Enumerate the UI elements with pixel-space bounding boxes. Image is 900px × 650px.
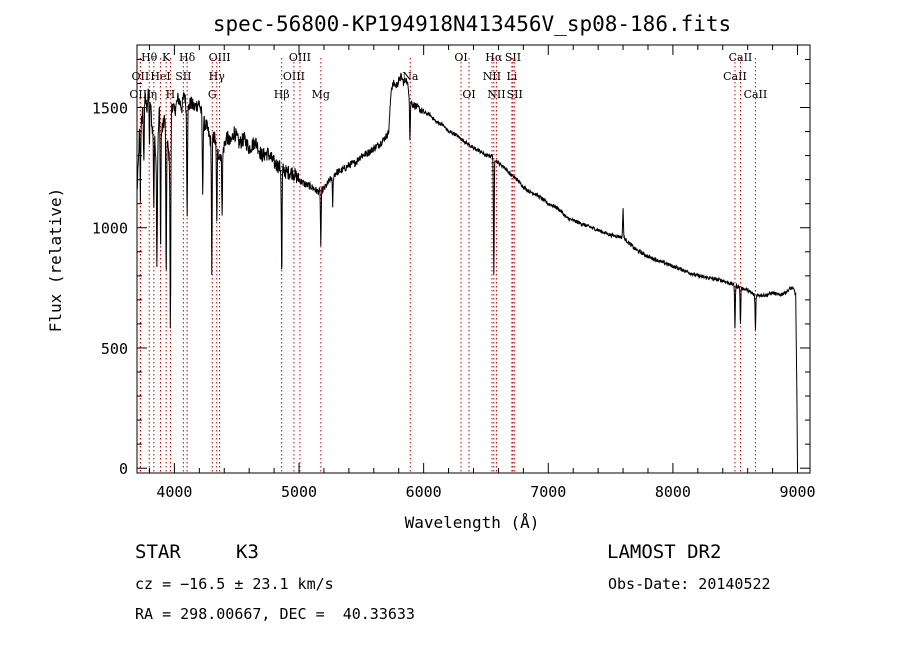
y-tick-label-1: 500 [101, 340, 128, 358]
object-class: STAR [135, 541, 181, 563]
x-axis-ticks: 4000 5000 6000 7000 8000 9000 [148, 45, 816, 501]
marker-label-22: Hβ [274, 88, 290, 101]
y-tick-label-3: 1500 [92, 100, 128, 118]
marker-label-15: NII [483, 70, 501, 83]
x-tick-label-1: 5000 [281, 483, 317, 501]
y-tick-label-2: 1000 [92, 220, 128, 238]
marker-label-17: CaII [723, 70, 747, 83]
observation-date: Obs-Date: 20140522 [608, 575, 771, 593]
marker-label-6: Hα [485, 51, 503, 64]
marker-label-25: NII [487, 88, 505, 101]
marker-label-10: HeI [150, 70, 170, 83]
coordinates: RA = 298.00667, DEC = 40.33633 [135, 605, 415, 623]
plot-frame [136, 44, 811, 474]
marker-label-16: Li [506, 70, 517, 83]
y-axis-ticks: 0 500 1000 1500 [92, 58, 810, 478]
marker-label-0: Hθ [141, 51, 158, 64]
marker-label-23: Mg [312, 88, 330, 101]
x-axis-label: Wavelength (Å) [405, 513, 540, 532]
marker-label-27: CaII [744, 88, 768, 101]
x-tick-label-4: 8000 [655, 483, 691, 501]
marker-label-24: OI [462, 88, 475, 101]
x-tick-label-2: 6000 [406, 483, 442, 501]
marker-label-26: SII [507, 88, 523, 101]
marker-label-21: G [208, 88, 217, 101]
chart-title: spec-56800-KP194918N413456V_sp08-186.fit… [213, 12, 731, 36]
survey-name: LAMOST DR2 [607, 541, 722, 563]
marker-label-4: OIII [289, 51, 311, 64]
redshift-velocity: cz = −16.5 ± 23.1 km/s [135, 575, 334, 593]
y-tick-label-0: 0 [119, 460, 128, 478]
marker-label-3: OIII [209, 51, 231, 64]
marker-label-2: Hδ [179, 51, 196, 64]
y-axis-label: Flux (relative) [46, 188, 65, 333]
marker-label-1: K [162, 51, 171, 64]
x-tick-label-0: 4000 [156, 483, 192, 501]
x-tick-label-3: 7000 [530, 483, 566, 501]
marker-label-9: OII [132, 70, 150, 83]
spectrum-line [136, 72, 798, 469]
marker-label-8: CaII [729, 51, 753, 64]
marker-label-19: η [151, 88, 158, 101]
marker-label-12: Hγ [209, 70, 226, 83]
marker-label-20: H [166, 88, 176, 101]
x-tick-label-5: 9000 [779, 483, 815, 501]
marker-label-5: OI [454, 51, 467, 64]
marker-label-13: OIII [283, 70, 305, 83]
marker-label-7: SII [505, 51, 521, 64]
object-subclass: K3 [236, 541, 259, 563]
marker-label-11: SII [175, 70, 191, 83]
